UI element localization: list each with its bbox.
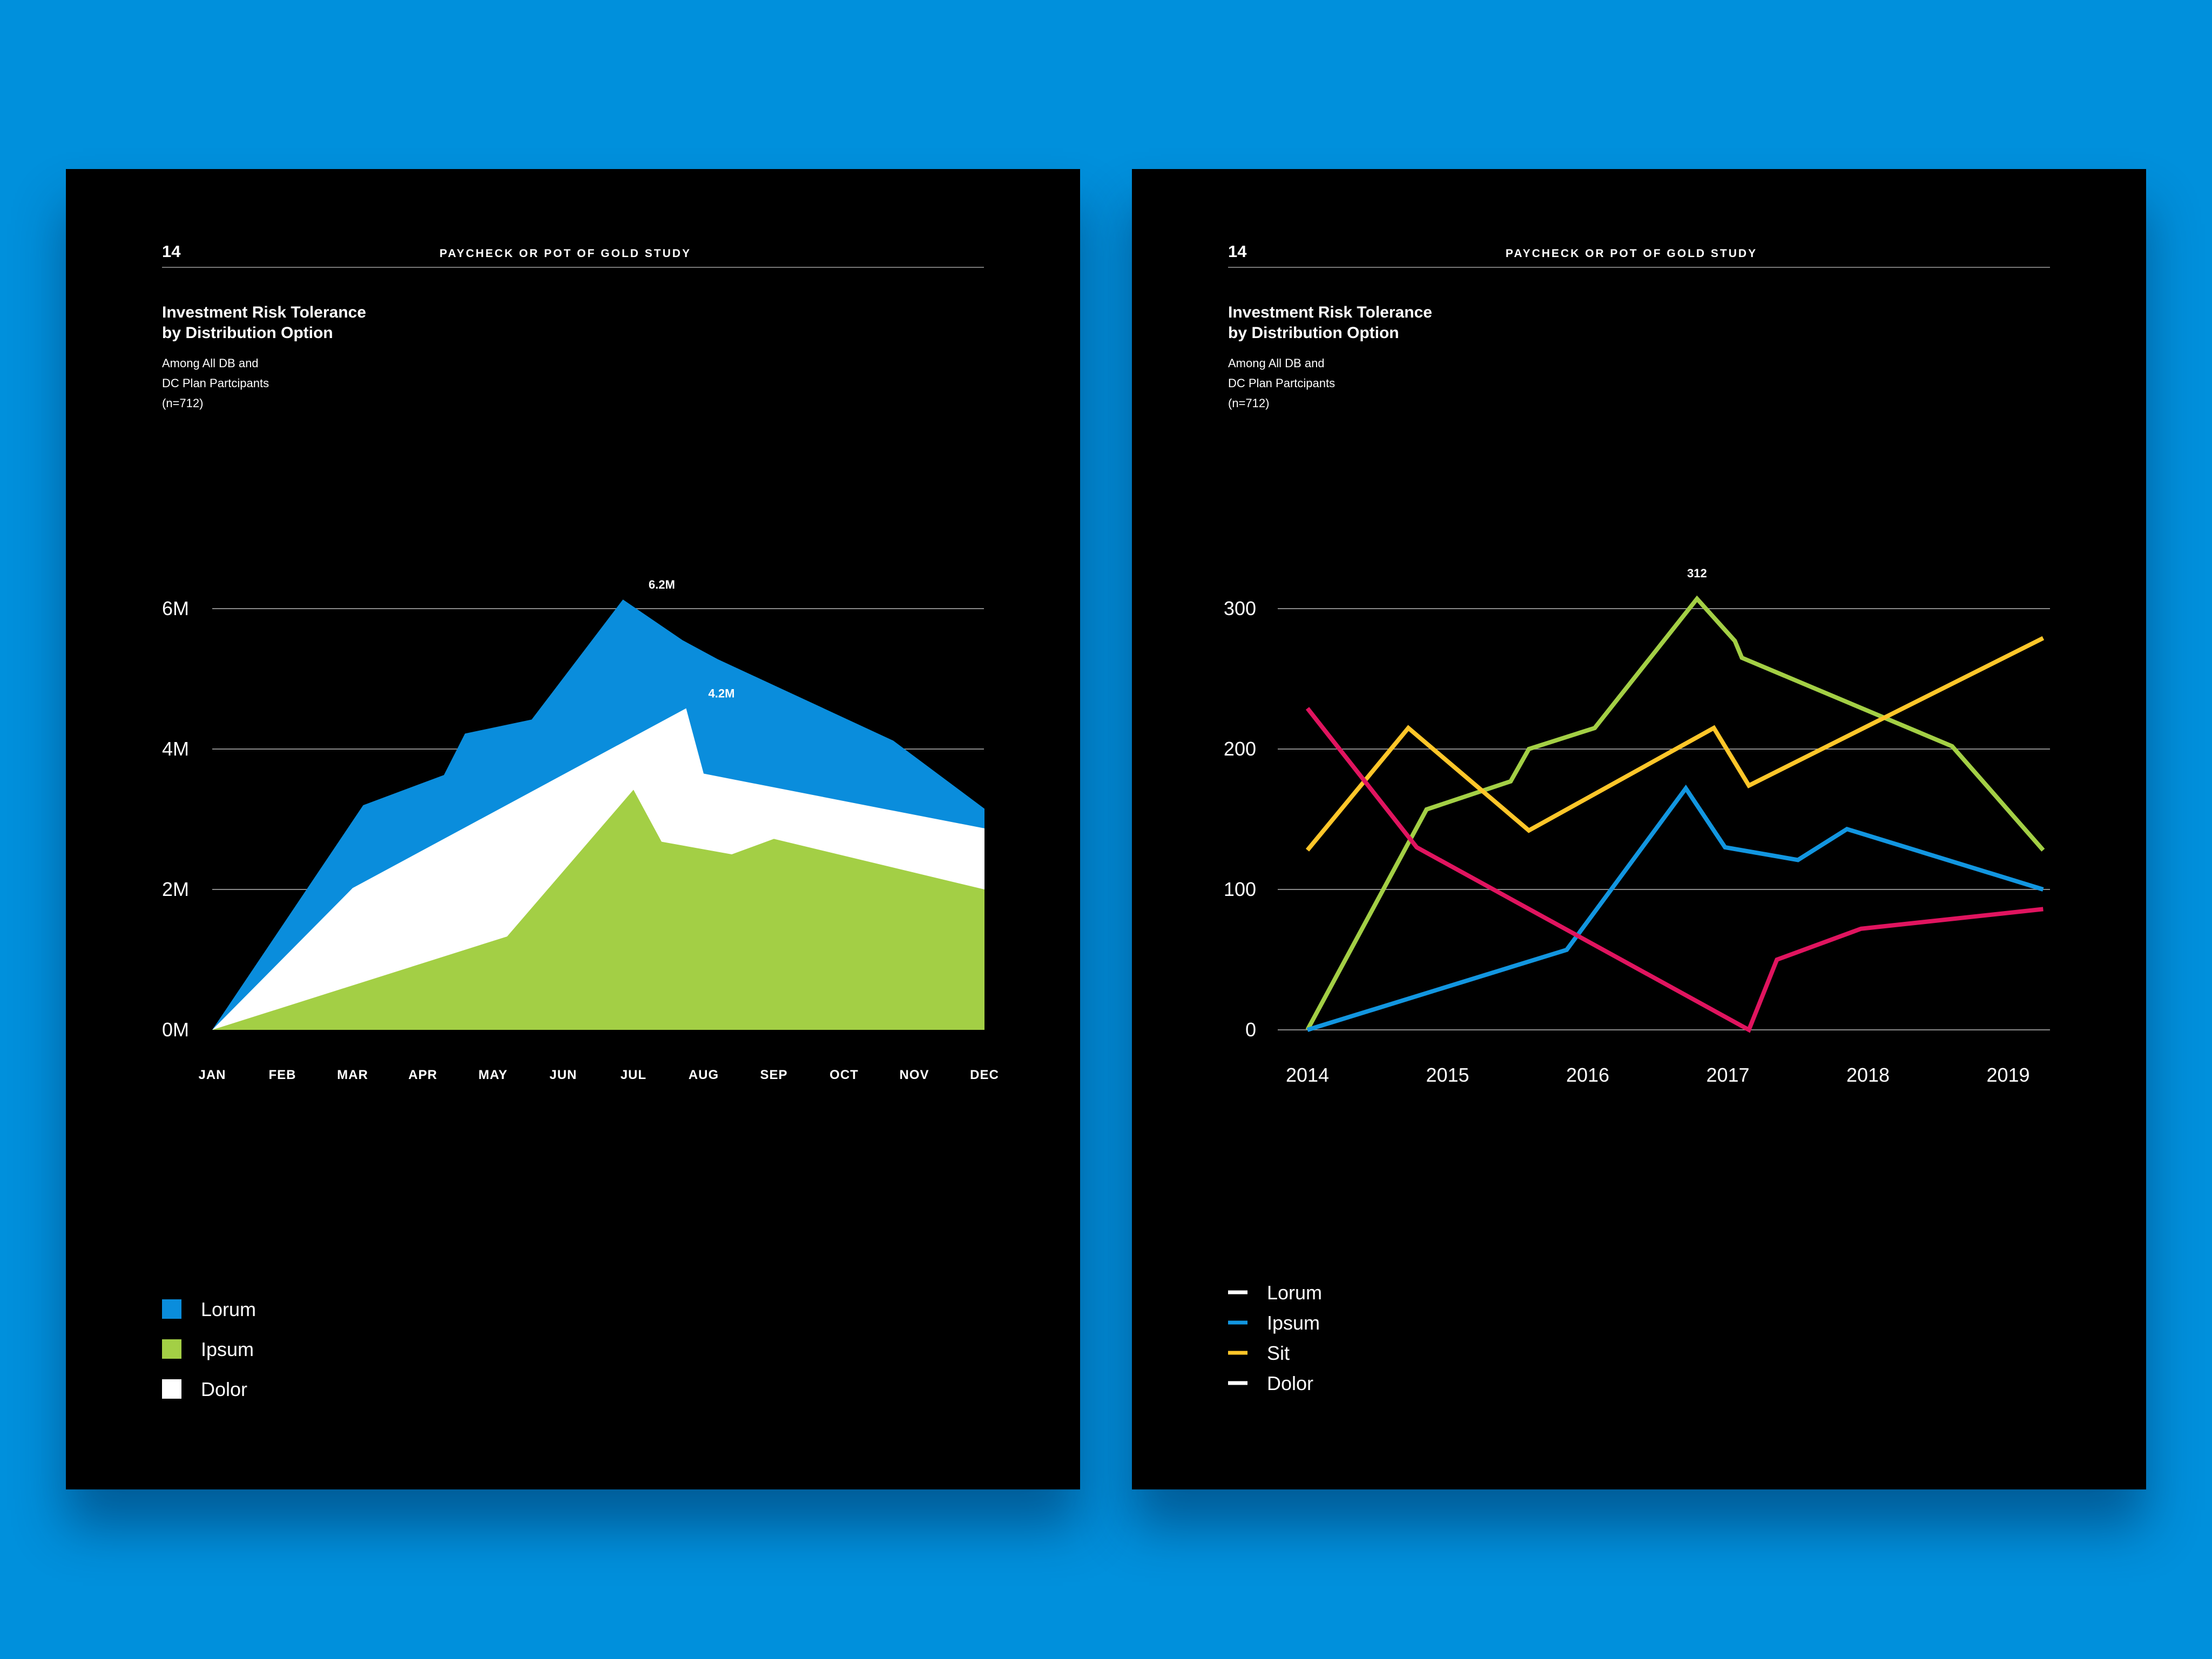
y-tick-label: 300 [1224, 597, 1256, 619]
x-tick-label: 2017 [1706, 1064, 1749, 1086]
x-tick-label: 2019 [1986, 1064, 2029, 1086]
area-series [212, 599, 984, 1030]
chart-subtitle-line2: DC Plan Partcipants [1228, 376, 1335, 390]
legend-label: Ipsum [201, 1338, 254, 1360]
area-series-ipsum [212, 790, 984, 1030]
legend-swatch [162, 1299, 181, 1319]
x-tick-label: JUN [549, 1068, 577, 1082]
x-tick-label: SEP [760, 1068, 787, 1082]
legend-label: Dolor [201, 1378, 247, 1400]
chart-title-line2: by Distribution Option [1228, 324, 1399, 342]
gridlines [1278, 608, 2050, 1030]
legend: Lorum Ipsum Sit Dolor [1228, 1282, 1322, 1394]
x-axis-ticks: 2014 2015 2016 2017 2018 2019 [1286, 1064, 2030, 1086]
chart-title-line2: by Distribution Option [162, 324, 333, 342]
line-series [1305, 595, 2045, 1033]
legend-swatch [162, 1339, 181, 1359]
page-number: 14 [162, 242, 181, 261]
x-tick-label: 2015 [1426, 1064, 1469, 1086]
y-tick-label: 0 [1245, 1019, 1256, 1041]
y-axis-ticks: 0M 2M 4M 6M [162, 597, 189, 1041]
right-page: 14 PAYCHECK OR POT OF GOLD STUDY Investm… [1132, 169, 2146, 1489]
line-series-1 [1305, 636, 2045, 852]
data-label: 4.2M [709, 687, 735, 700]
x-tick-label: 2016 [1566, 1064, 1609, 1086]
line-series-2 [1306, 784, 2044, 1032]
x-tick-label: MAR [337, 1068, 368, 1082]
legend-label: Sit [1267, 1342, 1290, 1364]
chart-subtitle-line3: (n=712) [1228, 396, 1269, 410]
x-tick-label: 2014 [1286, 1064, 1329, 1086]
x-tick-label: FEB [269, 1068, 296, 1082]
chart-title-line1: Investment Risk Tolerance [162, 304, 366, 321]
legend: Lorum Ipsum Dolor [162, 1298, 256, 1400]
x-tick-label: JUL [621, 1068, 646, 1082]
y-tick-label: 0M [162, 1019, 189, 1041]
data-label: 3M [663, 768, 679, 781]
line-series-0 [1305, 595, 2045, 1031]
x-tick-label: APR [408, 1068, 437, 1082]
y-tick-label: 2M [162, 878, 189, 900]
running-title: PAYCHECK OR POT OF GOLD STUDY [440, 247, 691, 260]
annotations: 312 [1687, 567, 1707, 580]
chart-subtitle-line3: (n=712) [162, 396, 203, 410]
x-tick-label: 2018 [1846, 1064, 1890, 1086]
x-tick-label: JAN [198, 1068, 226, 1082]
x-tick-label: NOV [899, 1068, 929, 1082]
y-axis-ticks: 0 100 200 300 [1224, 597, 1256, 1041]
x-tick-label: DEC [970, 1068, 999, 1082]
x-tick-label: AUG [689, 1068, 719, 1082]
chart-title-line1: Investment Risk Tolerance [1228, 304, 1432, 321]
x-axis-ticks: JAN FEB MAR APR MAY JUN JUL AUG SEP OCT NOV DEC [198, 1068, 999, 1082]
line-chart-page: 14 PAYCHECK OR POT OF GOLD STUDY Investm… [1224, 242, 2050, 1394]
chart-subtitle-line1: Among All DB and [1228, 356, 1325, 370]
x-tick-label: MAY [478, 1068, 508, 1082]
y-tick-label: 6M [162, 597, 189, 619]
y-tick-label: 200 [1224, 738, 1256, 760]
line-series-3 [1305, 707, 2044, 1033]
x-tick-label: OCT [830, 1068, 859, 1082]
y-tick-label: 100 [1224, 878, 1256, 900]
legend-label: Dolor [1267, 1372, 1313, 1394]
legend-swatch [162, 1379, 181, 1399]
left-page: 14 PAYCHECK OR POT OF GOLD STUDY Investm… [66, 169, 1080, 1489]
legend-label: Lorum [1267, 1282, 1322, 1304]
legend-label: Lorum [201, 1298, 256, 1320]
chart-subtitle-line2: DC Plan Partcipants [162, 376, 269, 390]
page-number: 14 [1228, 242, 1247, 261]
data-label: 312 [1687, 567, 1707, 580]
running-title: PAYCHECK OR POT OF GOLD STUDY [1506, 247, 1757, 260]
data-label: 6.2M [649, 578, 675, 591]
y-tick-label: 4M [162, 738, 189, 760]
annotations: 6.2M 4.2M 3M [649, 578, 734, 781]
legend-label: Ipsum [1267, 1312, 1320, 1334]
chart-subtitle-line1: Among All DB and [162, 356, 259, 370]
area-chart-page: 14 PAYCHECK OR POT OF GOLD STUDY Investm… [162, 242, 999, 1400]
